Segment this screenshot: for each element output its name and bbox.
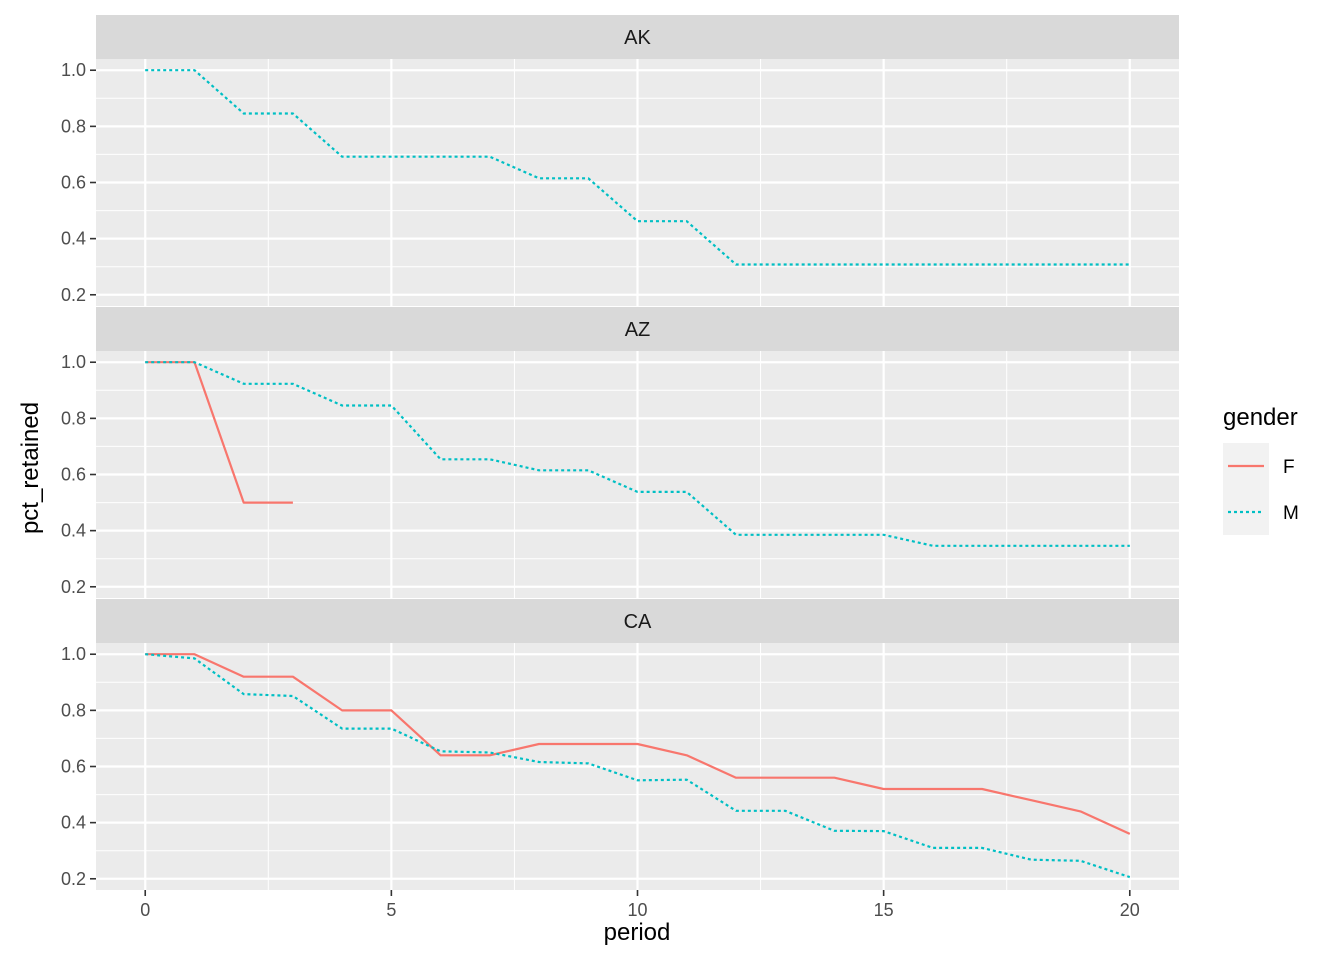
series-line-ak-m: [145, 69, 1130, 266]
y-tick-label: 1.0: [61, 352, 86, 372]
series-line-ca-m: [145, 653, 1131, 879]
y-tick-label: 0.4: [61, 229, 86, 249]
strip-label-ca: CA: [624, 611, 652, 633]
legend-title: gender: [1223, 404, 1298, 431]
strip-ak: [96, 15, 1179, 59]
series-line-ca-f: [145, 653, 1131, 835]
y-tick-label: 1.0: [61, 644, 86, 664]
y-tick-label: 0.2: [61, 577, 86, 597]
y-tick-label: 0.6: [61, 465, 86, 485]
y-tick-label: 0.8: [61, 116, 86, 136]
y-axis-title: pct_retained: [17, 402, 44, 534]
y-tick-label: 0.8: [61, 408, 86, 428]
legend: gender F M: [1223, 404, 1299, 535]
y-tick-label: 0.8: [61, 700, 86, 720]
y-tick-label: 0.4: [61, 521, 86, 541]
x-tick-label: 5: [386, 900, 396, 920]
legend-label-m: M: [1283, 503, 1299, 524]
facet-panels: AK 0.2 0.4 0.6 0.8 1.0 AZ 0.2 0.4 0.6 0.8 1.0 CA 0.2 0…: [61, 15, 1179, 890]
panel-az: AZ 0.2 0.4 0.6 0.8 1.0: [61, 307, 1179, 598]
y-tick-label: 0.6: [61, 757, 86, 777]
x-axis: 0 5 10 15 20: [140, 890, 1140, 920]
x-axis-title: period: [604, 919, 671, 946]
y-tick-label: 0.2: [61, 869, 86, 889]
strip-label-ak: AK: [624, 27, 651, 49]
y-tick-label: 1.0: [61, 60, 86, 80]
strip-ca: [96, 599, 1179, 643]
panel-ca: CA 0.2 0.4 0.6 0.8 1.0: [61, 599, 1179, 890]
x-tick-label: 15: [874, 900, 894, 920]
strip-az: [96, 307, 1179, 351]
legend-label-f: F: [1283, 457, 1295, 478]
panel-ak: AK 0.2 0.4 0.6 0.8 1.0: [61, 15, 1179, 306]
y-tick-label: 0.6: [61, 173, 86, 193]
y-tick-label: 0.4: [61, 813, 86, 833]
x-tick-label: 20: [1120, 900, 1140, 920]
x-tick-label: 10: [627, 900, 647, 920]
series-line-az-m: [145, 361, 1130, 547]
y-tick-label: 0.2: [61, 285, 86, 305]
strip-label-az: AZ: [625, 319, 651, 341]
x-tick-label: 0: [140, 900, 150, 920]
